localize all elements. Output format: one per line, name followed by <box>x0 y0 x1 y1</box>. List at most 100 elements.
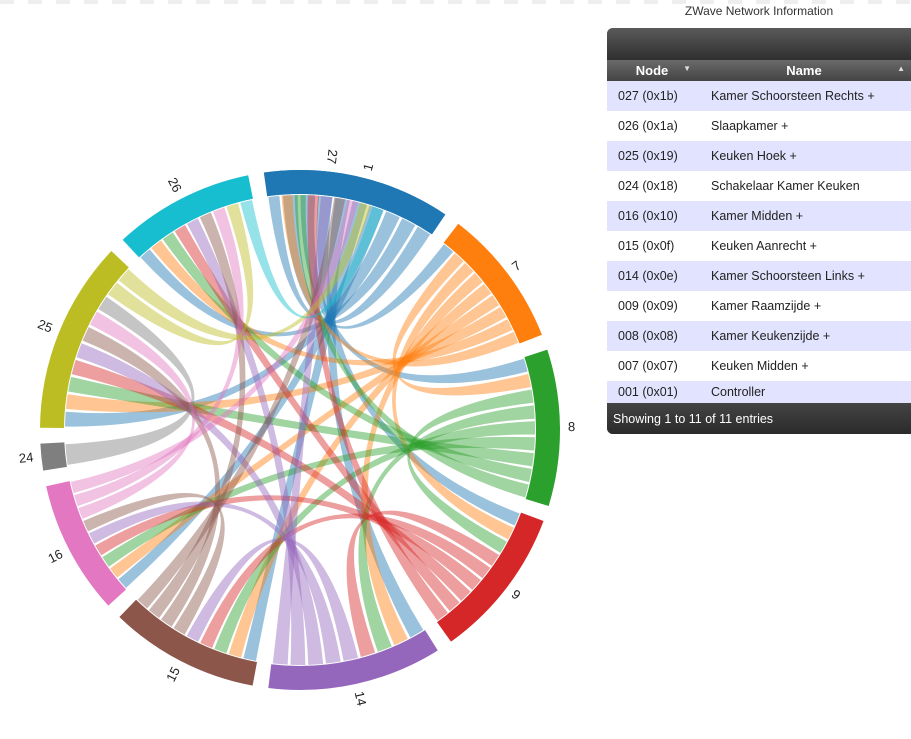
chord-1-26 <box>140 218 416 337</box>
node-id-cell: 025 (0x19) <box>607 141 697 171</box>
chord-7-8 <box>392 253 532 396</box>
node-name-cell: Slaapkamer + <box>697 111 911 141</box>
chord-26-27 <box>240 199 384 319</box>
group-arc-7[interactable] <box>443 223 542 344</box>
node-name-cell: Kamer Midden + <box>697 201 911 231</box>
group-label-16: 16 <box>45 546 65 566</box>
chord-9-14 <box>346 510 499 657</box>
table-toolbar <box>607 28 911 60</box>
table-row[interactable]: 008 (0x08) Kamer Keukenzijde + <box>607 321 911 351</box>
chord-1-16 <box>118 205 384 588</box>
node-name-cell: Controller <box>697 381 911 403</box>
chord-1-7 <box>282 195 454 329</box>
chord-7-27 <box>281 195 519 367</box>
table-row[interactable]: 014 (0x0e) Kamer Schoorsteen Links + <box>607 261 911 291</box>
chord-7-16 <box>110 295 500 578</box>
group-arc-8[interactable] <box>524 349 561 507</box>
chord-9-25 <box>71 359 471 601</box>
group-label-26: 26 <box>165 175 185 195</box>
group-arc-26[interactable] <box>122 175 253 258</box>
group-arc-25[interactable] <box>40 251 129 428</box>
table-row[interactable]: 027 (0x1b) Kamer Schoorsteen Rechts + <box>607 81 911 111</box>
column-header-node-label: Node <box>635 63 669 78</box>
group-label-8: 8 <box>568 419 575 434</box>
node-id-cell: 001 (0x01) <box>607 381 697 403</box>
table-header-row: Node ▼ Name ▲ <box>607 60 911 81</box>
chord-1-25 <box>65 211 400 427</box>
panel-title: ZWave Network Information <box>684 4 834 18</box>
node-id-cell: 026 (0x1a) <box>607 111 697 141</box>
chord-14-26 <box>187 218 306 665</box>
node-name-cell: Schakelaar Kamer Keuken <box>697 171 911 201</box>
group-label-24: 24 <box>18 449 34 465</box>
chord-25-26 <box>108 203 254 346</box>
table-row[interactable]: 026 (0x1a) Slaapkamer + <box>607 111 911 141</box>
column-header-name[interactable]: Name ▲ <box>697 60 911 81</box>
node-id-cell: 009 (0x09) <box>607 291 697 321</box>
group-label-14: 14 <box>352 690 370 707</box>
table-row[interactable]: 024 (0x18) Schakelaar Kamer Keuken <box>607 171 911 201</box>
chord-9-27 <box>307 195 448 621</box>
column-header-name-label: Name <box>786 63 822 78</box>
node-name-cell: Keuken Midden + <box>697 351 911 381</box>
chord-7-25 <box>65 307 507 413</box>
chord-8-14 <box>358 405 535 652</box>
group-label-9: 9 <box>509 586 524 602</box>
chord-7-9 <box>392 262 514 540</box>
node-id-cell: 008 (0x08) <box>607 321 697 351</box>
column-header-node[interactable]: Node ▼ <box>607 60 697 81</box>
group-arc-9[interactable] <box>437 512 544 642</box>
node-id-cell: 014 (0x0e) <box>607 261 697 291</box>
table-row[interactable]: 009 (0x09) Kamer Raamzijde + <box>607 291 911 321</box>
group-label-7: 7 <box>509 258 524 274</box>
chord-14-27 <box>272 195 333 665</box>
chord-24-25 <box>65 296 195 465</box>
group-arc-24[interactable] <box>40 442 67 471</box>
top-strip <box>0 0 911 4</box>
group-label-25: 25 <box>36 316 55 335</box>
group-arc-15[interactable] <box>119 599 257 686</box>
table-row[interactable]: 001 (0x01) Controller <box>607 381 911 403</box>
node-id-cell: 027 (0x1b) <box>607 81 697 111</box>
node-name-cell: Keuken Aanrecht + <box>697 231 911 261</box>
chords <box>65 195 535 665</box>
table-row[interactable]: 025 (0x19) Keuken Hoek + <box>607 141 911 171</box>
node-name-cell: Kamer Schoorsteen Links + <box>697 261 911 291</box>
group-label-27: 27 <box>324 149 341 165</box>
node-name-cell: Keuken Hoek + <box>697 141 911 171</box>
chord-9-26 <box>174 225 460 612</box>
chord-15-25 <box>82 327 221 627</box>
table-row[interactable]: 007 (0x07) Keuken Midden + <box>607 351 911 381</box>
chord-1-15 <box>243 200 367 661</box>
chord-1-8 <box>300 195 528 384</box>
node-table: Node ▼ Name ▲ 027 (0x1b) Kamer Schoorstee… <box>607 60 911 403</box>
node-name-cell: Kamer Keukenzijde + <box>697 321 911 351</box>
sort-asc-icon: ▲ <box>897 64 905 73</box>
node-name-cell: Kamer Schoorsteen Rechts + <box>697 81 911 111</box>
chord-8-16 <box>102 436 535 567</box>
node-name-cell: Kamer Raamzijde + <box>697 291 911 321</box>
node-table-panel: Node ▼ Name ▲ 027 (0x1b) Kamer Schoorstee… <box>607 28 911 434</box>
chord-1-27 <box>268 195 431 324</box>
node-id-cell: 007 (0x07) <box>607 351 697 381</box>
chord-14-25 <box>76 343 324 665</box>
sort-desc-icon: ▼ <box>683 64 691 73</box>
table-row[interactable]: 015 (0x0f) Keuken Aanrecht + <box>607 231 911 261</box>
group-arc-14[interactable] <box>268 630 438 690</box>
node-id-cell: 015 (0x0f) <box>607 231 697 261</box>
group-arc-16[interactable] <box>46 481 127 606</box>
chord-1-14 <box>326 197 424 638</box>
table-footer: Showing 1 to 11 of 11 entries <box>607 403 911 434</box>
group-label-1: 1 <box>360 162 376 173</box>
table-body: 027 (0x1b) Kamer Schoorsteen Rechts +026 … <box>607 81 911 403</box>
chord-svg: 1 7 8 9 14 15 16 24 25 26 27 <box>18 149 575 708</box>
chord-16-26 <box>74 207 244 507</box>
table-row[interactable]: 016 (0x10) Kamer Midden + <box>607 201 911 231</box>
chord-8-25 <box>68 376 534 467</box>
node-id-cell: 016 (0x10) <box>607 201 697 231</box>
group-arc-27[interactable] <box>263 170 394 210</box>
chord-diagram: 1 7 8 9 14 15 16 24 25 26 27 <box>18 149 575 708</box>
chord-8-27 <box>294 195 529 498</box>
node-id-cell: 024 (0x18) <box>607 171 697 201</box>
chord-1-9 <box>316 195 520 526</box>
